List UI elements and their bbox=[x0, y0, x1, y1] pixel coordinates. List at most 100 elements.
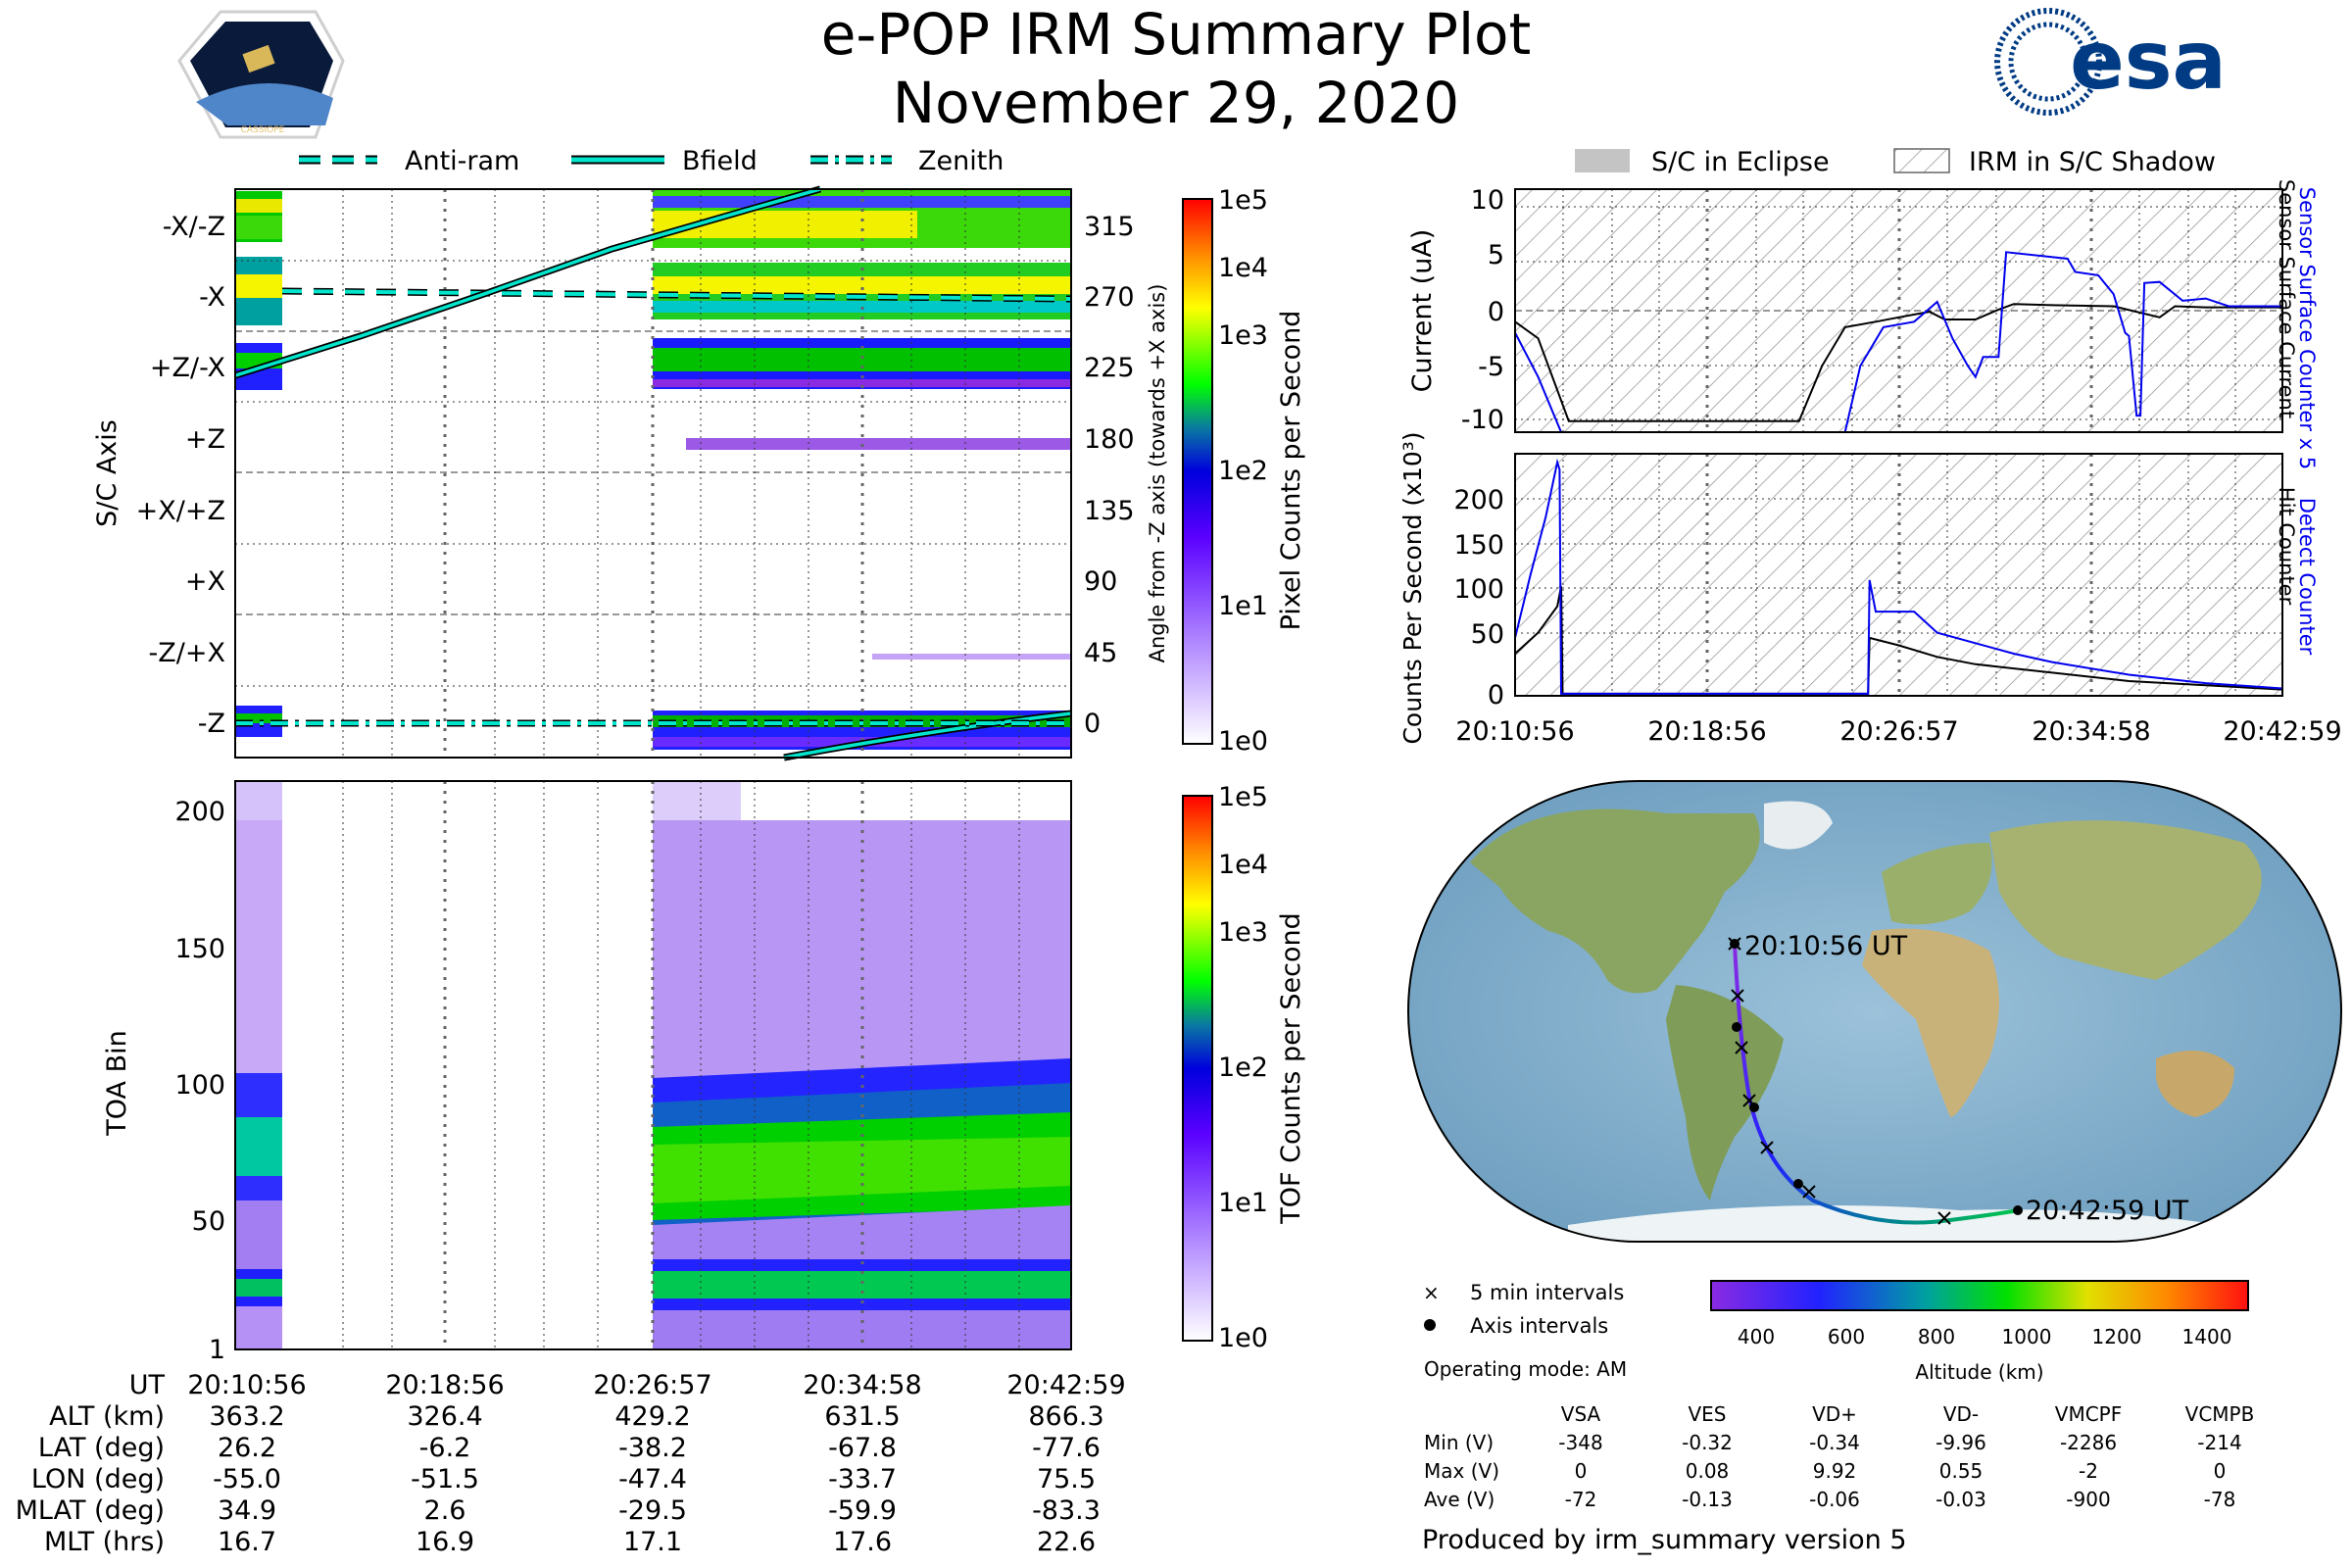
current-right-label-black: Sensor Surface Current bbox=[2275, 179, 2298, 418]
angle-tick-0: 0 bbox=[1084, 709, 1101, 739]
counts-y-label: Counts Per Second (x10³) bbox=[1398, 431, 1427, 744]
ephemeris-table: UT ALT (km) LAT (deg) LON (deg) MLAT (de… bbox=[16, 1370, 1126, 1557]
page-subtitle: November 29, 2020 bbox=[893, 70, 1459, 136]
volt-row-ave: Ave (V) -72 -0.13 -0.06 -0.03 -900 -78 bbox=[1424, 1488, 2235, 1511]
hit-counter-line bbox=[1514, 586, 2283, 695]
volt-cell: 0.08 bbox=[1686, 1459, 1730, 1483]
volt-cell: -9.96 bbox=[1936, 1431, 1986, 1454]
voltage-table: VSA VES VD+ VD- VMCPF VCMPB Min (V) -348… bbox=[1424, 1402, 2254, 1511]
pixel-spectrogram-plot bbox=[233, 185, 1072, 761]
angle-tick-90: 90 bbox=[1084, 566, 1117, 597]
detect-counter-line bbox=[1514, 458, 2283, 695]
footer-note: Produced by irm_summary version 5 bbox=[1422, 1525, 1907, 1555]
australia bbox=[2156, 1051, 2234, 1117]
antarctica bbox=[1568, 1205, 2254, 1242]
tof-cb-tick-1e0: 1e0 bbox=[1218, 1323, 1268, 1353]
ephemeris-col-2: 20:26:57 429.2 -38.2 -47.4 -29.5 17.1 bbox=[593, 1370, 711, 1557]
counts-tick-150: 150 bbox=[1453, 530, 1504, 561]
ephem-cell: -38.2 bbox=[618, 1433, 687, 1463]
volt-header: VMCPF bbox=[2055, 1402, 2122, 1426]
tof-y-label: TOA Bin bbox=[102, 1030, 132, 1136]
pixel-right-axis: 315 270 225 180 135 90 45 0 bbox=[1084, 212, 1135, 739]
angle-tick-45: 45 bbox=[1084, 638, 1117, 668]
time-tick-2: 20:26:57 bbox=[1839, 716, 1958, 747]
current-y-axis: 10 5 0 -5 -10 bbox=[1461, 185, 1504, 435]
marker-dot-icon bbox=[1424, 1319, 1436, 1331]
toa-tick-200: 200 bbox=[174, 797, 225, 827]
ephem-label-alt: ALT (km) bbox=[49, 1401, 165, 1432]
pixel-colorbar-ticks: 1e5 1e4 1e3 1e2 1e1 1e0 bbox=[1218, 185, 1268, 757]
time-tick-4: 20:42:59 bbox=[2223, 716, 2341, 747]
current-tick-m5: -5 bbox=[1478, 352, 1504, 382]
counts-y-axis: 200 150 100 50 0 bbox=[1453, 485, 1504, 710]
ephem-cell: 2.6 bbox=[424, 1495, 466, 1526]
ephem-label-mlt: MLT (hrs) bbox=[44, 1527, 165, 1557]
axis-cat-3: +Z bbox=[185, 424, 225, 455]
alt-tick-1000: 1000 bbox=[2002, 1325, 2052, 1348]
axis-cat-1: -X bbox=[199, 282, 225, 313]
volt-cell: -0.32 bbox=[1682, 1431, 1733, 1454]
volt-row-label: Ave (V) bbox=[1424, 1488, 1494, 1511]
tof-cb-tick-1e2: 1e2 bbox=[1218, 1053, 1268, 1083]
volt-cell: 0 bbox=[2214, 1459, 2227, 1483]
pixel-cb-tick-1e1: 1e1 bbox=[1218, 591, 1268, 621]
volt-cell: -0.03 bbox=[1936, 1488, 1986, 1511]
time-tick-3: 20:34:58 bbox=[2032, 716, 2150, 747]
legend-zenith: Zenith bbox=[918, 146, 1004, 176]
ephemeris-col-0: 20:10:56 363.2 26.2 -55.0 34.9 16.7 bbox=[187, 1370, 306, 1557]
operating-mode: Operating mode: AM bbox=[1424, 1357, 1627, 1381]
eclipse-legend: S/C in Eclipse IRM in S/C Shadow bbox=[1575, 147, 2216, 177]
legend-5min: 5 min intervals bbox=[1470, 1281, 1624, 1304]
axis-cat-6: -Z/+X bbox=[149, 638, 225, 668]
axis-interval-markers bbox=[1730, 939, 2023, 1215]
angle-tick-315: 315 bbox=[1084, 212, 1135, 242]
volt-cell: 0 bbox=[1575, 1459, 1588, 1483]
tof-colorbar-ticks: 1e5 1e4 1e3 1e2 1e1 1e0 bbox=[1218, 782, 1268, 1353]
ephem-cell: -67.8 bbox=[828, 1433, 897, 1463]
pixel-colorbar-label: Pixel Counts per Second bbox=[1276, 311, 1306, 631]
counts-plot bbox=[1514, 453, 2283, 697]
tof-cb-tick-1e5: 1e5 bbox=[1218, 782, 1268, 812]
toa-tick-50: 50 bbox=[192, 1206, 225, 1237]
volt-cell: -2 bbox=[2079, 1459, 2098, 1483]
angle-axis-label: Angle from -Z axis (towards +X axis) bbox=[1146, 284, 1169, 663]
world-map: 20:10:56 UT 20:42:59 UT bbox=[1407, 780, 2342, 1243]
alt-tick-1200: 1200 bbox=[2092, 1325, 2142, 1348]
pixel-colorbar bbox=[1182, 198, 1213, 745]
counts-tick-50: 50 bbox=[1471, 619, 1504, 650]
ephem-cell: -83.3 bbox=[1032, 1495, 1101, 1526]
volt-row-max: Max (V) 0 0.08 9.92 0.55 -2 0 bbox=[1424, 1459, 2226, 1483]
pixel-y-label: S/C Axis bbox=[92, 419, 122, 527]
ephem-cell: -29.5 bbox=[618, 1495, 687, 1526]
ephem-cell: -47.4 bbox=[618, 1464, 687, 1494]
track-end-label: 20:42:59 UT bbox=[2026, 1196, 2189, 1226]
ephem-cell: 20:34:58 bbox=[803, 1370, 921, 1400]
ephem-cell: 429.2 bbox=[614, 1401, 690, 1432]
asia bbox=[1989, 820, 2262, 980]
volt-header: VD- bbox=[1943, 1402, 1979, 1426]
ephemeris-col-1: 20:18:56 326.4 -6.2 -51.5 2.6 16.9 bbox=[385, 1370, 504, 1557]
altitude-colorbar-label: Altitude (km) bbox=[1915, 1360, 2043, 1384]
time-axis: 20:10:56 20:18:56 20:26:57 20:34:58 20:4… bbox=[1455, 716, 2341, 747]
toa-tick-1: 1 bbox=[209, 1335, 225, 1365]
ephem-cell: -77.6 bbox=[1032, 1433, 1101, 1463]
tof-y-axis: 200 150 100 50 1 bbox=[174, 797, 225, 1365]
south-america bbox=[1666, 985, 1784, 1200]
track-legend: × 5 min intervals Axis intervals Operati… bbox=[1423, 1281, 1627, 1381]
europe bbox=[1882, 843, 1992, 925]
tof-colorbar bbox=[1182, 795, 1213, 1342]
bfield-lower-line-fill bbox=[783, 711, 1072, 760]
track-start-label: 20:10:56 UT bbox=[1744, 931, 1908, 961]
current-tick-m10: -10 bbox=[1461, 405, 1504, 435]
africa bbox=[1862, 928, 1999, 1117]
volt-cell: -900 bbox=[2066, 1488, 2110, 1511]
esa-logo-text: esa bbox=[2070, 15, 2227, 108]
volt-cell: 0.55 bbox=[1939, 1459, 1984, 1483]
tof-cb-tick-1e3: 1e3 bbox=[1218, 917, 1268, 948]
pixel-cb-tick-1e5: 1e5 bbox=[1218, 185, 1268, 216]
pixel-cb-tick-1e3: 1e3 bbox=[1218, 320, 1268, 351]
counts-tick-0: 0 bbox=[1488, 680, 1504, 710]
ephem-cell: -51.5 bbox=[411, 1464, 479, 1494]
ephem-cell: 20:26:57 bbox=[593, 1370, 711, 1400]
